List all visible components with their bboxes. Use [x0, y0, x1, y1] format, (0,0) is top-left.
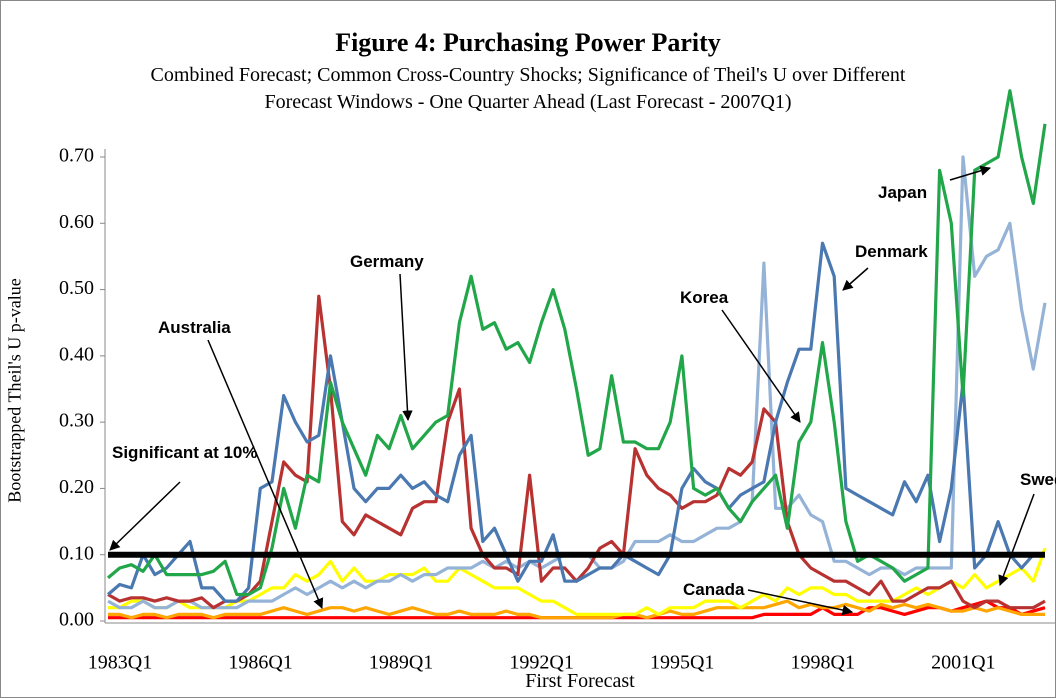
y-tick-label: 0.70 [59, 145, 94, 167]
annotation-arrow [949, 165, 992, 181]
series-annotation: Denmark [855, 242, 928, 261]
chart-title: Figure 4: Purchasing Power Parity [335, 28, 721, 57]
annotation-arrow [842, 267, 869, 291]
annotation-arrow [721, 309, 801, 423]
series-annotation: Australia [158, 318, 231, 337]
y-tick-label: 0.50 [59, 277, 94, 299]
series-line [108, 547, 1047, 616]
series-annotation: Germany [350, 252, 424, 271]
x-tick-label: 1983Q1 [88, 652, 152, 674]
reference-label: Significant at 10% [112, 443, 258, 462]
annotation-arrow [207, 339, 324, 609]
y-tick-label: 0.30 [59, 410, 94, 432]
series-annotation: Sweden [1020, 470, 1056, 489]
y-axis-label: Bootstrapped Theil's U p-value [4, 278, 25, 503]
x-tick-label: 1995Q1 [650, 652, 714, 674]
y-tick-label: 0.10 [59, 542, 94, 564]
series-annotation: Canada [683, 580, 745, 599]
annotation-arrow [399, 273, 413, 422]
series-line [106, 241, 1045, 603]
x-axis-label: First Forecast [525, 670, 635, 692]
x-tick-label: 2001Q1 [931, 652, 995, 674]
y-tick-label: 0.00 [59, 609, 94, 631]
series-annotation: Japan [878, 183, 928, 202]
x-tick-label: 1989Q1 [369, 652, 433, 674]
annotation-arrow [998, 493, 1035, 586]
x-tick-label: 1992Q1 [509, 652, 573, 674]
x-tick-label: 1986Q1 [228, 652, 292, 674]
series-annotation: Korea [680, 288, 729, 307]
annotation-arrow [747, 589, 854, 616]
chart-subtitle: Combined Forecast; Common Cross-Country … [150, 64, 906, 113]
series-line [108, 599, 1045, 620]
y-tick-label: 0.40 [59, 343, 94, 365]
x-tick-label: 1998Q1 [791, 652, 855, 674]
series-line [106, 89, 1047, 597]
annotation-arrow [109, 481, 181, 551]
y-tick-label: 0.60 [59, 211, 94, 233]
y-tick-label: 0.20 [59, 476, 94, 498]
